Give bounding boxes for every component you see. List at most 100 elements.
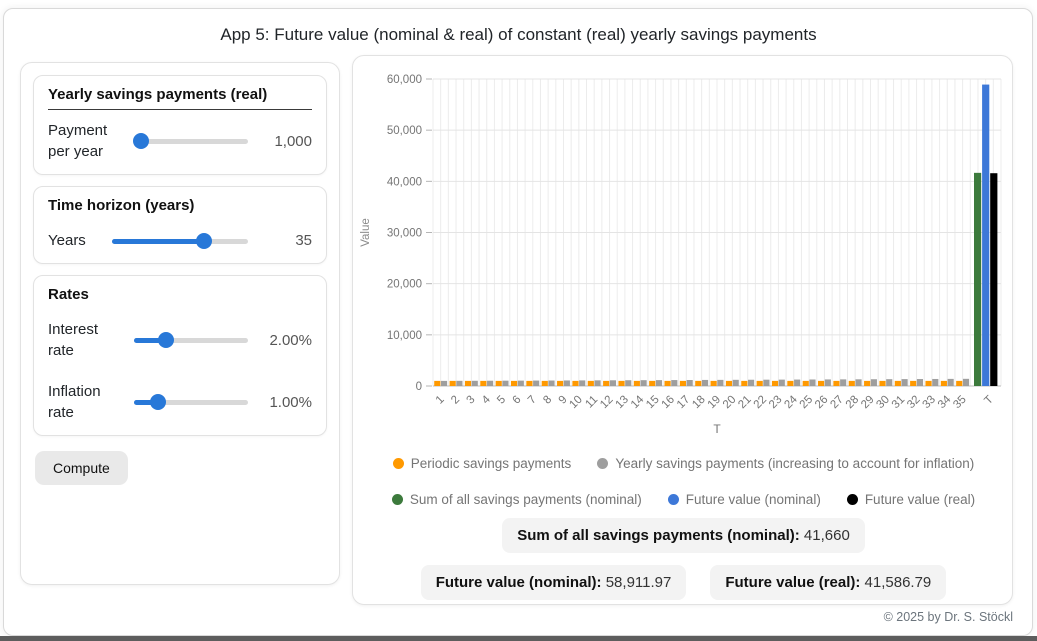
legend-label: Sum of all savings payments (nominal) <box>409 492 642 507</box>
x-tick-label: 5 <box>495 394 508 407</box>
future-value-real-value: 41,586.79 <box>864 574 932 591</box>
time-horizon-panel: Time horizon (years) Years 35 <box>33 186 327 264</box>
rates-panel: Rates Interest rate 2.00% Inflation rate… <box>33 275 327 436</box>
y-axis-title: Value <box>360 218 372 247</box>
bar-periodic-payment <box>434 380 441 386</box>
bar-periodic-payment <box>664 380 671 386</box>
bar-inflation-adjusted-payment <box>548 380 555 386</box>
bar-inflation-adjusted-payment <box>947 378 954 386</box>
bar-periodic-payment <box>572 380 579 386</box>
bar-inflation-adjusted-payment <box>778 379 785 386</box>
bar-periodic-payment <box>725 380 733 386</box>
bar-periodic-payment <box>649 380 656 386</box>
bar-inflation-adjusted-payment <box>717 379 724 386</box>
y-tick-label: 30,000 <box>387 228 422 240</box>
interest-rate-slider[interactable] <box>134 331 248 349</box>
slider-track <box>134 400 248 405</box>
bar-periodic-payment <box>787 380 794 386</box>
x-tick-label: 1 <box>434 394 447 407</box>
legend-item: Future value (real) <box>846 492 975 507</box>
y-tick-label: 10,000 <box>387 330 422 342</box>
bar-inflation-adjusted-payment <box>471 380 478 386</box>
bar-inflation-adjusted-payment <box>870 379 877 386</box>
x-tick-label: 6 <box>511 394 524 407</box>
inflation-rate-slider[interactable] <box>134 393 248 411</box>
bar-periodic-payment <box>925 380 932 386</box>
bar-periodic-payment <box>464 380 472 386</box>
y-tick-label: 20,000 <box>387 279 422 291</box>
bar-periodic-payment <box>541 380 548 386</box>
future-value-nominal-value: 58,911.97 <box>605 574 672 591</box>
bar-periodic-payment <box>910 380 917 386</box>
x-tick-label: 11 <box>583 394 600 411</box>
controls-sidebar: Yearly savings payments (real) Payment p… <box>20 62 340 585</box>
bar-periodic-payment <box>940 380 947 386</box>
slider-thumb[interactable] <box>149 394 166 410</box>
x-tick-label: 8 <box>541 394 554 407</box>
bar-periodic-payment <box>894 380 901 386</box>
copyright-note: © 2025 by Dr. S. Stöckl <box>883 610 1013 624</box>
payment-slider-value: 1,000 <box>274 132 312 150</box>
legend-item: Future value (nominal) <box>667 492 821 507</box>
y-tick-label: 60,000 <box>387 74 422 86</box>
bar-inflation-adjusted-payment <box>686 380 693 386</box>
bar-periodic-payment <box>710 380 717 386</box>
legend-dot-icon <box>391 494 403 505</box>
x-tick-label: 9 <box>557 394 570 407</box>
bar-inflation-adjusted-payment <box>456 380 463 386</box>
future-value-real-label: Future value (real): <box>725 574 861 591</box>
bar-periodic-payment <box>587 380 594 386</box>
bar-inflation-adjusted-payment <box>840 379 847 386</box>
x-tick-label: 7 <box>526 394 539 407</box>
years-slider-label: Years <box>48 232 86 249</box>
payment-panel: Yearly savings payments (real) Payment p… <box>33 75 327 175</box>
bar-inflation-adjusted-payment <box>886 379 893 386</box>
legend-dot-icon <box>667 494 679 505</box>
bar-t-fv-real <box>990 173 998 386</box>
sum-of-payments-value: 41,660 <box>803 527 850 544</box>
bar-inflation-adjusted-payment <box>502 380 509 386</box>
legend-dot-icon <box>846 494 858 505</box>
bar-periodic-payment <box>833 380 840 386</box>
years-slider[interactable] <box>112 232 248 250</box>
bar-inflation-adjusted-payment <box>916 379 924 386</box>
bar-inflation-adjusted-payment <box>855 379 862 386</box>
slider-thumb[interactable] <box>132 133 149 149</box>
x-tick-label: 35 <box>951 394 969 412</box>
bar-periodic-payment <box>864 380 871 386</box>
payment-slider[interactable] <box>132 132 248 150</box>
bar-periodic-payment <box>603 380 610 386</box>
bar-inflation-adjusted-payment <box>655 380 663 386</box>
future-value-real-result: Future value (real): 41,586.79 <box>710 565 947 600</box>
slider-thumb[interactable] <box>196 232 213 249</box>
y-tick-label: 40,000 <box>387 176 422 188</box>
compute-button[interactable]: Compute <box>35 451 128 485</box>
legend-dot-icon <box>392 458 404 469</box>
bar-inflation-adjusted-payment <box>794 379 801 386</box>
legend-label: Future value (nominal) <box>685 492 821 507</box>
bar-periodic-payment <box>848 380 855 386</box>
slider-track <box>134 139 248 144</box>
bar-inflation-adjusted-payment <box>701 379 709 386</box>
slider-fill <box>134 400 158 405</box>
payment-slider-label: Payment per year <box>48 122 108 160</box>
chart-legend-row-2: Sum of all savings payments (nominal) Fut… <box>353 492 1014 507</box>
bar-inflation-adjusted-payment <box>487 380 494 386</box>
page-title: App 5: Future value (nominal & real) of … <box>220 25 817 44</box>
slider-thumb[interactable] <box>157 332 174 348</box>
chart-legend-row-1: Periodic savings payments Yearly savings … <box>353 456 1014 471</box>
y-tick-label: 0 <box>416 381 422 393</box>
bar-inflation-adjusted-payment <box>579 380 586 386</box>
bar-periodic-payment <box>741 380 748 386</box>
bar-inflation-adjusted-payment <box>640 380 647 386</box>
bar-inflation-adjusted-payment <box>440 380 448 386</box>
bar-inflation-adjusted-payment <box>809 379 816 386</box>
rates-panel-title: Rates <box>48 286 89 303</box>
bar-periodic-payment <box>480 380 487 386</box>
bar-periodic-payment <box>633 380 640 386</box>
bar-inflation-adjusted-payment <box>732 379 739 386</box>
bar-periodic-payment <box>802 380 809 386</box>
bar-t-fv-nominal <box>982 84 990 387</box>
bar-periodic-payment <box>495 380 502 386</box>
